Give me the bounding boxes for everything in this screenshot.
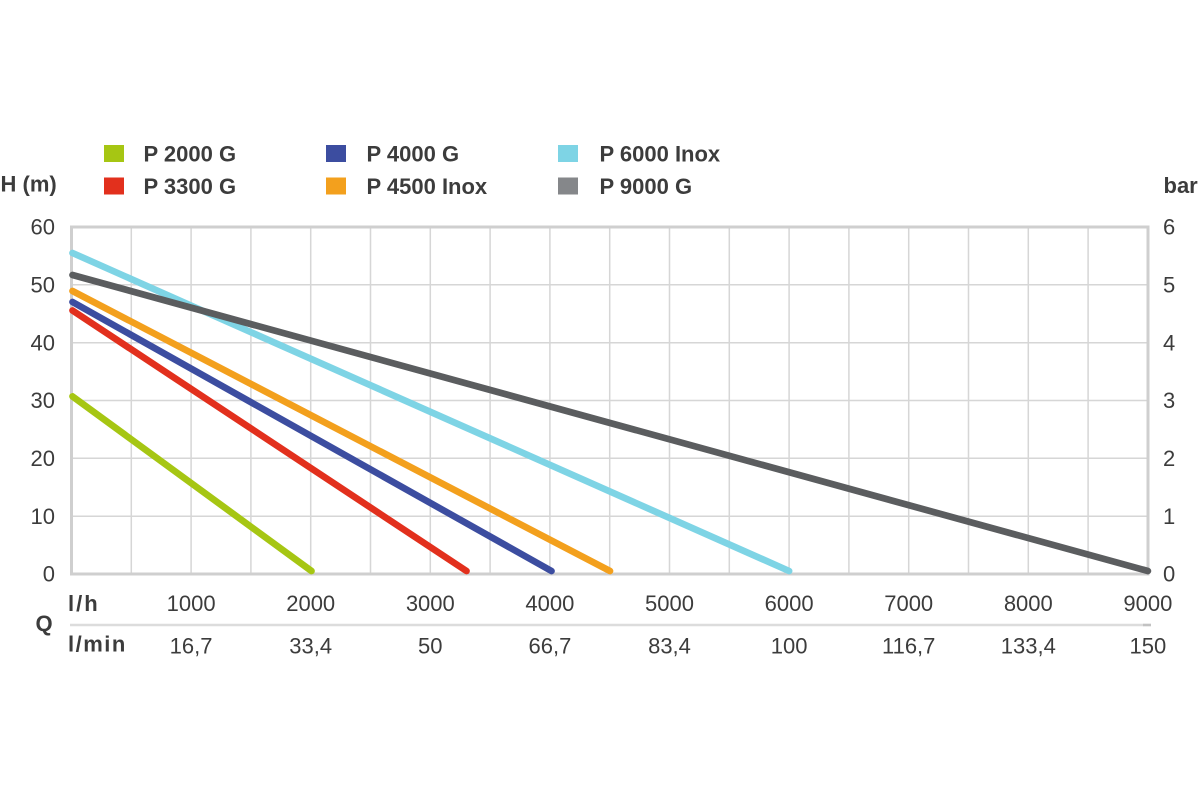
svg-text:6000: 6000	[765, 591, 814, 616]
svg-text:5000: 5000	[645, 591, 694, 616]
svg-text:P 4500 Inox: P 4500 Inox	[367, 174, 488, 199]
svg-text:0: 0	[1163, 562, 1175, 587]
svg-text:7000: 7000	[884, 591, 933, 616]
svg-text:1: 1	[1163, 504, 1175, 529]
svg-text:P 6000 Inox: P 6000 Inox	[600, 141, 721, 166]
svg-text:2: 2	[1163, 446, 1175, 471]
svg-text:H (m): H (m)	[1, 172, 57, 197]
svg-text:4: 4	[1163, 330, 1175, 355]
svg-text:133,4: 133,4	[1001, 633, 1056, 658]
svg-text:16,7: 16,7	[170, 633, 213, 658]
svg-text:1000: 1000	[167, 591, 216, 616]
svg-text:9000: 9000	[1123, 591, 1172, 616]
svg-text:6: 6	[1163, 215, 1175, 240]
svg-text:P 9000 G: P 9000 G	[600, 174, 693, 199]
svg-text:bar: bar	[1164, 173, 1199, 198]
svg-text:10: 10	[31, 504, 55, 529]
svg-text:66,7: 66,7	[528, 633, 571, 658]
svg-text:33,4: 33,4	[289, 633, 332, 658]
svg-text:100: 100	[771, 633, 808, 658]
svg-text:150: 150	[1130, 633, 1167, 658]
svg-text:4000: 4000	[525, 591, 574, 616]
svg-text:20: 20	[31, 446, 55, 471]
svg-text:l/min: l/min	[68, 632, 127, 657]
svg-text:116,7: 116,7	[882, 633, 935, 658]
svg-text:3000: 3000	[406, 591, 455, 616]
svg-text:40: 40	[31, 330, 55, 355]
svg-text:50: 50	[418, 633, 442, 658]
svg-text:P 2000 G: P 2000 G	[144, 141, 237, 166]
svg-text:l/h: l/h	[68, 591, 100, 616]
svg-text:Q: Q	[36, 611, 53, 636]
svg-text:P 4000 G: P 4000 G	[367, 141, 460, 166]
svg-text:50: 50	[31, 273, 55, 298]
svg-text:30: 30	[31, 388, 55, 413]
svg-text:P 3300 G: P 3300 G	[144, 174, 237, 199]
svg-text:5: 5	[1163, 273, 1175, 298]
svg-text:60: 60	[31, 215, 55, 240]
svg-text:3: 3	[1163, 388, 1175, 413]
svg-text:2000: 2000	[286, 591, 335, 616]
svg-text:8000: 8000	[1004, 591, 1053, 616]
svg-text:83,4: 83,4	[648, 633, 691, 658]
svg-text:0: 0	[43, 562, 55, 587]
